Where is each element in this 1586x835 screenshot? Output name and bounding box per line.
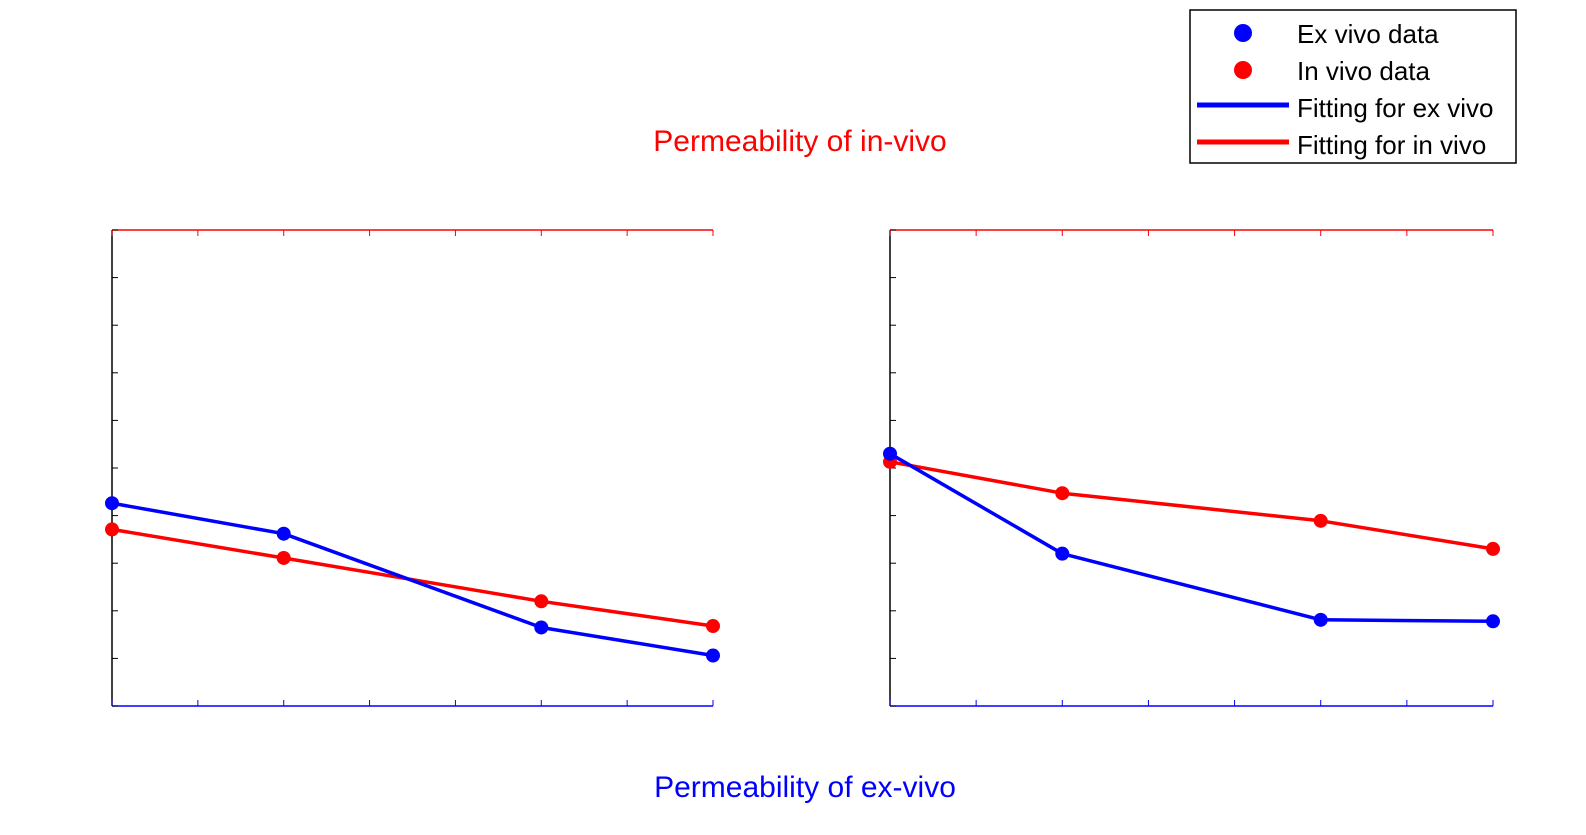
legend-marker-in-vivo-data bbox=[1234, 61, 1252, 79]
data-point-in-vivo-0-01 bbox=[1055, 486, 1070, 501]
data-point-ex-vivo-0-005 bbox=[1055, 546, 1070, 561]
series-line-ex-vivo bbox=[889, 452, 1494, 624]
legend-entry-fitting-ex-vivo: Fitting for ex vivo bbox=[1197, 93, 1494, 123]
legend-entry-fitting-in-vivo: Fitting for in vivo bbox=[1197, 130, 1486, 160]
legend-label-in-vivo-data: In vivo data bbox=[1297, 56, 1431, 86]
data-point-in-vivo-0-008 bbox=[105, 522, 119, 537]
data-point-ex-vivo-0-01 bbox=[706, 648, 720, 663]
series-line-ex-vivo bbox=[111, 501, 714, 658]
legend-label-fitting-ex-vivo: Fitting for ex vivo bbox=[1297, 93, 1494, 123]
legend-entry-ex-vivo-data: Ex vivo data bbox=[1234, 19, 1439, 49]
legend: Ex vivo data In vivo data Fitting for ex… bbox=[1189, 9, 1517, 164]
series-line-in-vivo bbox=[889, 460, 1494, 551]
legend-entry-in-vivo-data: In vivo data bbox=[1234, 56, 1431, 86]
data-point-ex-vivo-0-005 bbox=[276, 526, 291, 541]
data-point-ex-vivo-0-01 bbox=[1486, 614, 1500, 629]
data-point-in-vivo-0-013 bbox=[1313, 513, 1328, 528]
right-panel bbox=[883, 229, 1500, 707]
legend-label-ex-vivo-data: Ex vivo data bbox=[1297, 19, 1439, 49]
series-line-in-vivo bbox=[111, 527, 714, 628]
data-point-in-vivo-0-013 bbox=[534, 594, 549, 609]
bottom-axis-title: Permeability of ex-vivo bbox=[654, 771, 956, 804]
top-axis-title: Permeability of in-vivo bbox=[653, 125, 946, 158]
data-point-in-vivo-0-015 bbox=[1486, 541, 1500, 556]
legend-label-fitting-in-vivo: Fitting for in vivo bbox=[1297, 130, 1486, 160]
data-point-in-vivo-0-01 bbox=[276, 550, 291, 565]
data-point-ex-vivo-0-003 bbox=[883, 446, 897, 461]
data-point-in-vivo-0-015 bbox=[706, 619, 720, 634]
data-point-ex-vivo-0-008 bbox=[1313, 612, 1328, 627]
data-point-ex-vivo-0-003 bbox=[105, 496, 119, 511]
data-point-ex-vivo-0-008 bbox=[534, 620, 549, 635]
left-panel bbox=[105, 229, 720, 707]
legend-marker-ex-vivo-data bbox=[1234, 24, 1252, 42]
